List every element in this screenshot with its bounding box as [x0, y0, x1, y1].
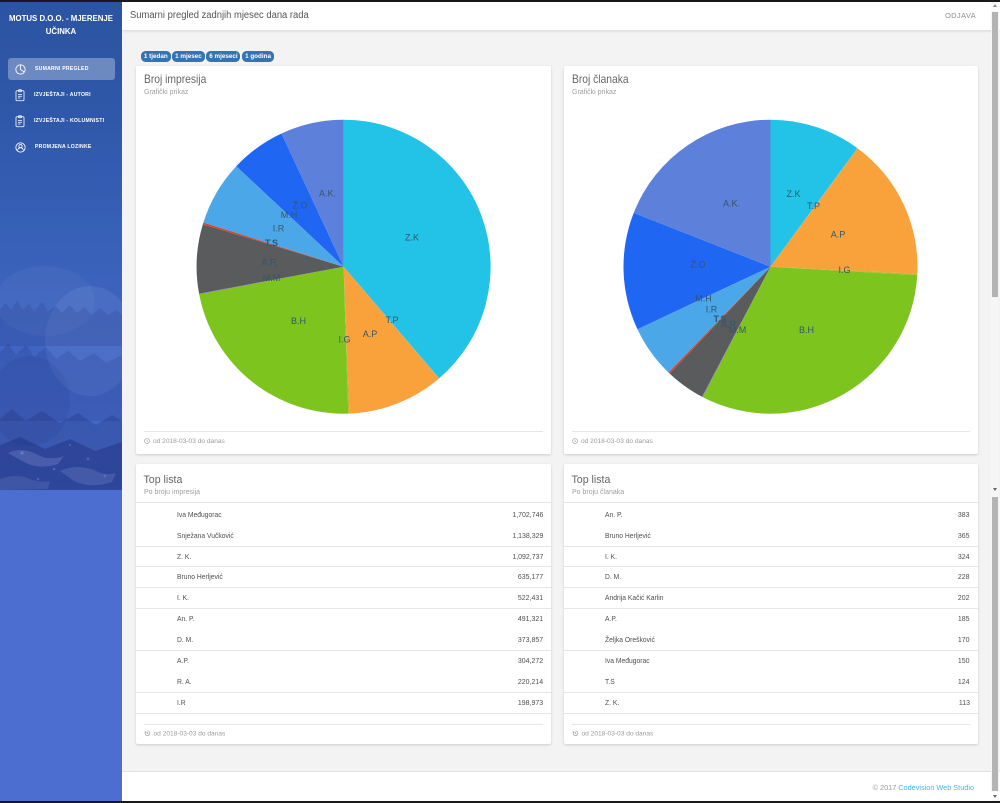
svg-text:B.H: B.H [291, 316, 306, 326]
svg-text:I.R: I.R [273, 224, 285, 234]
svg-text:M.H: M.H [281, 210, 298, 220]
svg-text:B.H: B.H [799, 325, 814, 335]
svg-text:Z.K: Z.K [786, 189, 800, 199]
svg-text:A.K.: A.K. [319, 189, 336, 199]
svg-text:A.R: A.R [261, 258, 277, 268]
svg-text:M.M: M.M [729, 325, 747, 335]
svg-text:I.R: I.R [706, 305, 718, 315]
svg-text:A.K.: A.K. [723, 199, 740, 209]
svg-text:M.H: M.H [695, 294, 712, 304]
svg-text:T.S: T.S [713, 314, 726, 324]
svg-text:I.G: I.G [338, 335, 350, 345]
svg-text:A.P: A.P [363, 329, 378, 339]
svg-text:Z.K: Z.K [405, 233, 419, 243]
svg-text:I.G: I.G [838, 265, 850, 275]
svg-text:Ž.O: Ž.O [293, 201, 308, 211]
svg-text:T.S: T.S [265, 238, 278, 248]
svg-text:A.R: A.R [721, 320, 737, 330]
svg-text:T.P: T.P [807, 201, 820, 211]
svg-text:M.M: M.M [263, 273, 281, 283]
svg-text:Ž.O: Ž.O [691, 260, 706, 270]
svg-text:A.P: A.P [831, 230, 846, 240]
svg-text:T.P: T.P [385, 315, 398, 325]
